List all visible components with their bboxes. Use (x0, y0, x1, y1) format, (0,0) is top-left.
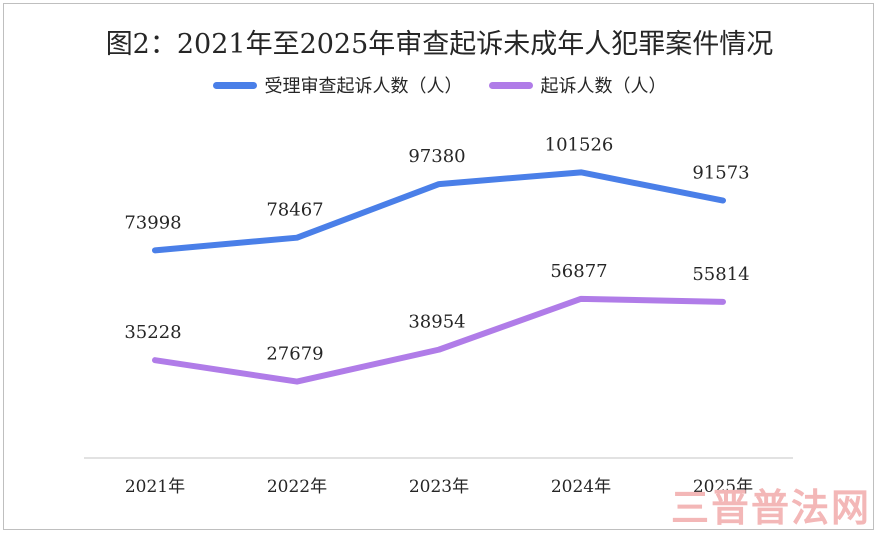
data-label: 38954 (408, 312, 465, 333)
legend-label-series-2: 起诉人数（人） (540, 76, 667, 97)
series-line-1 (152, 169, 726, 254)
data-label: 78467 (266, 200, 323, 221)
chart-legend: 受理审查起诉人数（人） 起诉人数（人） (0, 72, 879, 98)
data-label: 73998 (124, 212, 181, 233)
chart-frame (3, 3, 874, 530)
legend-label-series-1: 受理审查起诉人数（人） (264, 76, 463, 97)
data-label: 97380 (408, 146, 465, 167)
x-tick-label: 2025年 (693, 477, 753, 497)
x-tick-label: 2024年 (551, 477, 611, 497)
data-label: 27679 (266, 344, 323, 365)
chart-title: 图2：2021年至2025年审查起诉未成年人犯罪案件情况 (105, 29, 774, 60)
data-label: 55814 (692, 264, 749, 285)
legend-swatch-series-2 (488, 81, 533, 89)
data-label-layer: 73998 78467 97380 101526 91573 35228 27679 3895… (124, 134, 749, 364)
x-tick-label: 2023年 (409, 477, 469, 497)
legend-item-series-2: 起诉人数（人） (488, 72, 667, 98)
legend-item-series-1: 受理审查起诉人数（人） (212, 72, 463, 98)
data-label: 101526 (545, 134, 614, 155)
data-label: 56877 (550, 261, 607, 282)
data-label: 35228 (124, 322, 181, 343)
watermark: 三晋普法网 (670, 486, 871, 530)
legend-swatch-series-1 (212, 81, 257, 89)
x-tick-layer: 2021年 2022年 2023年 2024年 2025年 (125, 477, 753, 497)
series-layer (152, 169, 726, 385)
series-line-2 (152, 295, 726, 385)
x-tick-label: 2022年 (267, 477, 327, 497)
x-tick-label: 2021年 (125, 477, 185, 497)
data-label: 91573 (692, 163, 749, 184)
